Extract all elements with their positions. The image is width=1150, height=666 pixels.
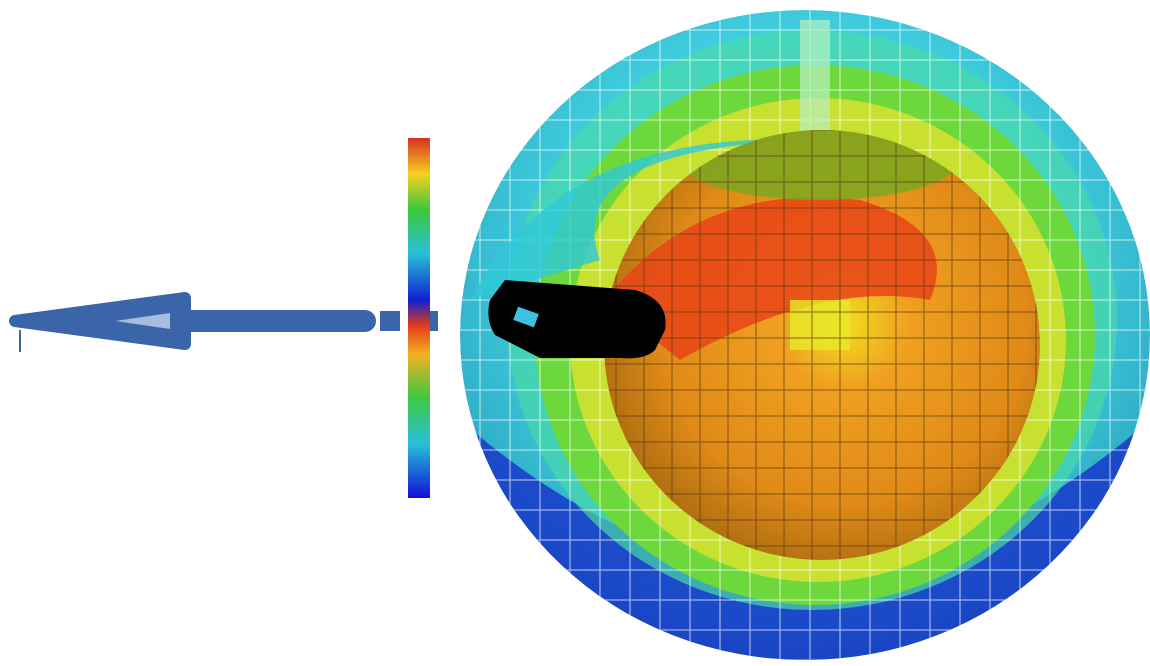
arrow-dash [380,311,400,331]
page: (() => { const data = JSON.parse(documen… [0,0,1150,666]
colorbar [408,138,430,498]
scene [0,0,1150,666]
